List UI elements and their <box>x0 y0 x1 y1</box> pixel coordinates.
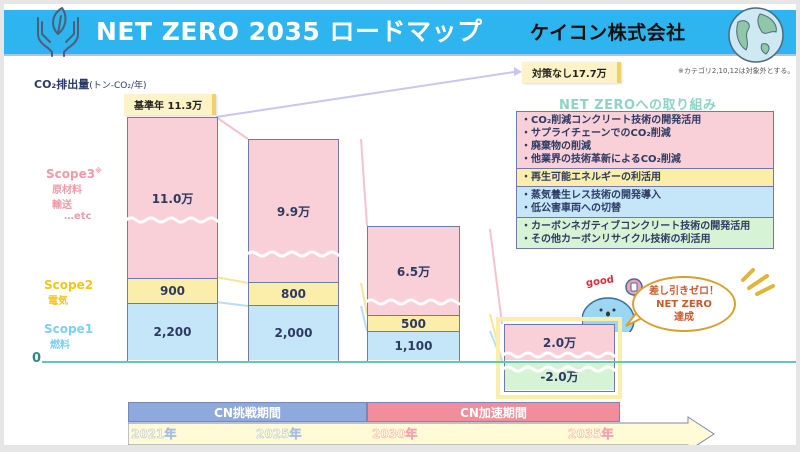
year-label-2035: 2035年 <box>568 427 614 442</box>
initiative-item: ・カーボンネガティブコンクリート技術の開発活用 <box>521 221 751 232</box>
initiative-item: ・廃棄物の削減 <box>521 141 591 152</box>
initiative-group-scope2: ・再生可能エネルギーの利活用 <box>517 168 773 186</box>
initiative-item: ・低公害車両への切替 <box>521 203 621 214</box>
bar-2030: 6.5万 500 1,100 <box>366 226 460 362</box>
emphasis-lines-icon <box>741 268 775 296</box>
bar-2021-scope3: 11.0万 <box>128 118 217 278</box>
period-cn-challenge: CN挑戦期間 <box>128 402 367 422</box>
year-label-2030: 2030年 <box>372 427 418 442</box>
scope3-item: 輸送 <box>52 200 72 211</box>
page-title: NET ZERO 2035 ロードマップ <box>96 17 483 46</box>
footnote: ※カテゴリ2,10,12は対象外とする。 <box>678 67 795 75</box>
no-action-callout: 対策なし17.7万 <box>522 62 621 83</box>
bubble-text-line2: NET ZERO <box>656 299 712 310</box>
scope3-item: 原材料 <box>52 185 82 196</box>
bar-2035-offset: -2.0万 <box>505 362 614 390</box>
bubble-text-line3: 達成 <box>674 312 694 323</box>
net-zero-highlight <box>496 317 622 399</box>
bar-2025-scope2: 800 <box>249 282 338 305</box>
y-axis-title: CO₂排出量 <box>34 78 90 91</box>
year-label-2025: 2025年 <box>256 427 302 442</box>
axis-break-icon <box>126 216 218 224</box>
year-label-2021: 2021年 <box>131 427 177 442</box>
scope3-note-mark: ※ <box>95 167 102 175</box>
axis-break-icon <box>366 298 460 306</box>
bar-2025-scope3: 9.9万 <box>249 140 338 282</box>
initiative-group-offset: ・カーボンネガティブコンクリート技術の開発活用 ・その他カーボンリサイクル技術の… <box>517 217 773 248</box>
bar-2021-scope1: 2,200 <box>128 303 217 360</box>
scope3-item: …etc <box>64 211 92 222</box>
scope3-label: Scope3 <box>46 167 96 181</box>
bar-2025: 9.9万 800 2,000 <box>247 139 339 362</box>
svg-text:good: good <box>585 274 614 289</box>
bubble-text-line1: 差し引きゼロ！ <box>649 286 719 297</box>
initiative-item: ・その他カーボンリサイクル技術の利活用 <box>521 234 711 245</box>
initiative-item: ・CO₂削減コンクリート技術の開発活用 <box>521 115 702 126</box>
scope1-sub: 燃料 <box>50 340 70 351</box>
legend-scope1: Scope1 燃料 <box>44 322 93 351</box>
initiatives-panel: ・CO₂削減コンクリート技術の開発活用 ・サプライチェーンでのCO₂削減 ・廃棄… <box>516 111 774 249</box>
zero-label: 0 <box>32 351 42 366</box>
y-axis-unit: (トン-CO₂/年) <box>89 81 147 91</box>
bar-2021-scope2: 900 <box>128 278 217 303</box>
globe-icon <box>728 7 784 63</box>
initiatives-title: NET ZEROへの取り組み <box>559 98 717 113</box>
company-name: ケイコン株式会社 <box>530 22 686 44</box>
baseline-callout: 基準年 11.3万 <box>124 94 217 115</box>
timeline-arrow <box>128 416 715 445</box>
initiative-item: ・他業界の技術革新によるCO₂削減 <box>521 154 681 165</box>
initiative-group-scope1: ・蒸気養生レス技術の開発導入 ・低公害車両への切替 <box>517 186 773 217</box>
scope2-label: Scope2 <box>44 278 94 292</box>
axis-break-icon <box>503 365 615 373</box>
legend-scope3: Scope3※ 原材料 輸送 …etc <box>46 167 102 222</box>
scope1-label: Scope1 <box>44 322 94 336</box>
bar-2030-scope1: 1,100 <box>368 331 459 360</box>
header-banner <box>4 10 796 56</box>
legend-scope2: Scope2 電気 <box>44 278 93 307</box>
initiative-item: ・蒸気養生レス技術の開発導入 <box>521 190 661 201</box>
y-axis-label: CO₂排出量(トン-CO₂/年) <box>34 76 147 92</box>
period-cn-acceleration: CN加速期間 <box>367 402 620 422</box>
bar-2035: 2.0万 -2.0万 <box>503 324 615 392</box>
slide: NET ZERO 2035 ロードマップ ケイコン株式会社 CO₂排出量(トン-… <box>4 4 796 445</box>
zero-axis-line <box>42 361 796 363</box>
initiative-item: ・サプライチェーンでのCO₂削減 <box>521 128 671 139</box>
axis-break-icon <box>503 351 615 359</box>
bar-2025-scope1: 2,000 <box>249 305 338 360</box>
initiative-item: ・再生可能エネルギーの利活用 <box>521 172 661 183</box>
hands-leaf-icon <box>37 7 79 57</box>
bar-2021: 11.0万 900 2,200 <box>126 117 218 362</box>
net-zero-bubble: 差し引きゼロ！ NET ZERO 達成 <box>632 276 736 332</box>
axis-break-icon <box>247 250 339 258</box>
bar-2030-scope2: 500 <box>368 315 459 331</box>
trend-lines <box>215 67 522 362</box>
scope2-sub: 電気 <box>48 296 68 307</box>
initiative-group-scope3: ・CO₂削減コンクリート技術の開発活用 ・サプライチェーンでのCO₂削減 ・廃棄… <box>517 112 773 168</box>
